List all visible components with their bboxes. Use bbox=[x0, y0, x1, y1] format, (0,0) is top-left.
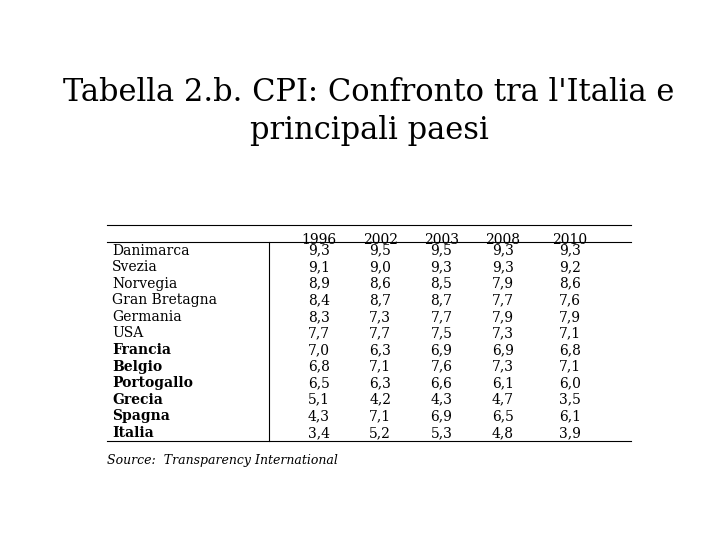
Text: 9,3: 9,3 bbox=[559, 244, 581, 258]
Text: USA: USA bbox=[112, 327, 143, 340]
Text: 3,4: 3,4 bbox=[307, 426, 330, 440]
Text: 5,1: 5,1 bbox=[307, 393, 330, 407]
Text: Danimarca: Danimarca bbox=[112, 244, 190, 258]
Text: 6,8: 6,8 bbox=[559, 343, 581, 357]
Text: 7,5: 7,5 bbox=[431, 327, 453, 340]
Text: 2003: 2003 bbox=[424, 233, 459, 247]
Text: 7,7: 7,7 bbox=[492, 293, 514, 307]
Text: 3,9: 3,9 bbox=[559, 426, 581, 440]
Text: 7,0: 7,0 bbox=[307, 343, 330, 357]
Text: 4,2: 4,2 bbox=[369, 393, 391, 407]
Text: 9,5: 9,5 bbox=[369, 244, 391, 258]
Text: 8,7: 8,7 bbox=[431, 293, 453, 307]
Text: 7,9: 7,9 bbox=[492, 277, 514, 291]
Text: 3,5: 3,5 bbox=[559, 393, 581, 407]
Text: 7,6: 7,6 bbox=[431, 360, 453, 374]
Text: Italia: Italia bbox=[112, 426, 154, 440]
Text: 6,5: 6,5 bbox=[492, 409, 514, 423]
Text: Francia: Francia bbox=[112, 343, 171, 357]
Text: 7,1: 7,1 bbox=[369, 409, 391, 423]
Text: 1996: 1996 bbox=[301, 233, 336, 247]
Text: 7,9: 7,9 bbox=[559, 310, 581, 324]
Text: Source:  Transparency International: Source: Transparency International bbox=[107, 454, 338, 467]
Text: 6,3: 6,3 bbox=[369, 376, 391, 390]
Text: 6,9: 6,9 bbox=[492, 343, 514, 357]
Text: 7,3: 7,3 bbox=[369, 310, 391, 324]
Text: 7,3: 7,3 bbox=[492, 360, 514, 374]
Text: 6,0: 6,0 bbox=[559, 376, 581, 390]
Text: Svezia: Svezia bbox=[112, 260, 158, 274]
Text: 4,8: 4,8 bbox=[492, 426, 514, 440]
Text: Spagna: Spagna bbox=[112, 409, 170, 423]
Text: 6,5: 6,5 bbox=[308, 376, 330, 390]
Text: 8,7: 8,7 bbox=[369, 293, 391, 307]
Text: 2008: 2008 bbox=[485, 233, 521, 247]
Text: 7,6: 7,6 bbox=[559, 293, 581, 307]
Text: 8,6: 8,6 bbox=[559, 277, 581, 291]
Text: 9,5: 9,5 bbox=[431, 244, 452, 258]
Text: 8,9: 8,9 bbox=[308, 277, 330, 291]
Text: 9,0: 9,0 bbox=[369, 260, 391, 274]
Text: 7,9: 7,9 bbox=[492, 310, 514, 324]
Text: 2002: 2002 bbox=[363, 233, 397, 247]
Text: 4,7: 4,7 bbox=[492, 393, 514, 407]
Text: 6,1: 6,1 bbox=[492, 376, 514, 390]
Text: 4,3: 4,3 bbox=[307, 409, 330, 423]
Text: 8,3: 8,3 bbox=[308, 310, 330, 324]
Text: 4,3: 4,3 bbox=[431, 393, 453, 407]
Text: 8,4: 8,4 bbox=[307, 293, 330, 307]
Text: 7,7: 7,7 bbox=[307, 327, 330, 340]
Text: 7,7: 7,7 bbox=[431, 310, 453, 324]
Text: 7,1: 7,1 bbox=[369, 360, 391, 374]
Text: 8,6: 8,6 bbox=[369, 277, 391, 291]
Text: Norvegia: Norvegia bbox=[112, 277, 178, 291]
Text: 8,5: 8,5 bbox=[431, 277, 452, 291]
Text: 9,3: 9,3 bbox=[492, 260, 514, 274]
Text: 9,2: 9,2 bbox=[559, 260, 581, 274]
Text: 6,3: 6,3 bbox=[369, 343, 391, 357]
Text: Tabella 2.b. CPI: Confronto tra l'Italia e
principali paesi: Tabella 2.b. CPI: Confronto tra l'Italia… bbox=[63, 77, 675, 146]
Text: 9,3: 9,3 bbox=[492, 244, 514, 258]
Text: 6,1: 6,1 bbox=[559, 409, 581, 423]
Text: Gran Bretagna: Gran Bretagna bbox=[112, 293, 217, 307]
Text: Portogallo: Portogallo bbox=[112, 376, 193, 390]
Text: Belgio: Belgio bbox=[112, 360, 163, 374]
Text: 7,1: 7,1 bbox=[559, 360, 581, 374]
Text: 6,9: 6,9 bbox=[431, 343, 452, 357]
Text: 5,3: 5,3 bbox=[431, 426, 452, 440]
Text: 9,3: 9,3 bbox=[308, 244, 330, 258]
Text: 7,3: 7,3 bbox=[492, 327, 514, 340]
Text: 7,1: 7,1 bbox=[559, 327, 581, 340]
Text: 5,2: 5,2 bbox=[369, 426, 391, 440]
Text: 6,8: 6,8 bbox=[308, 360, 330, 374]
Text: 9,1: 9,1 bbox=[307, 260, 330, 274]
Text: Grecia: Grecia bbox=[112, 393, 163, 407]
Text: 6,9: 6,9 bbox=[431, 409, 452, 423]
Text: 7,7: 7,7 bbox=[369, 327, 391, 340]
Text: Germania: Germania bbox=[112, 310, 182, 324]
Text: 9,3: 9,3 bbox=[431, 260, 452, 274]
Text: 6,6: 6,6 bbox=[431, 376, 452, 390]
Text: 2010: 2010 bbox=[552, 233, 588, 247]
